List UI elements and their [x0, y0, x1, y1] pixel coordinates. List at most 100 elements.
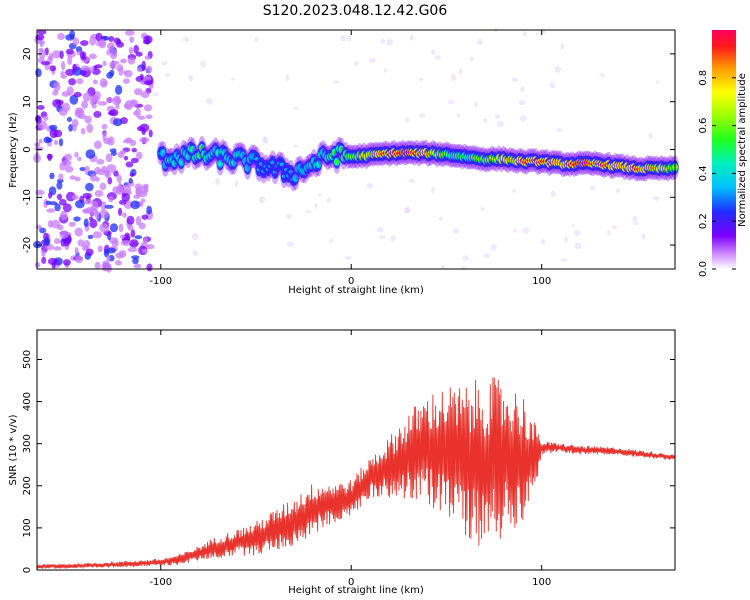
noise-blob — [161, 60, 168, 66]
noise-blob — [58, 173, 64, 181]
noise-blob — [145, 244, 155, 250]
noise-blob — [146, 263, 153, 272]
noise-blob — [405, 206, 410, 214]
noise-blob — [133, 194, 141, 199]
ridge-core — [331, 150, 337, 155]
x-tick-label: 0 — [348, 577, 354, 588]
noise-blob — [124, 30, 135, 36]
noise-blob — [119, 234, 126, 239]
noise-blob — [126, 215, 135, 225]
noise-blob — [72, 63, 77, 72]
noise-blob — [84, 115, 92, 124]
noise-blob — [188, 75, 194, 82]
noise-blob — [143, 185, 149, 193]
noise-blob — [89, 218, 98, 229]
noise-blob — [192, 250, 198, 257]
noise-blob — [71, 194, 79, 200]
colorbar-tick-label: 0.2 — [698, 213, 709, 229]
noise-blob — [51, 50, 62, 59]
noise-blob — [107, 110, 116, 116]
noise-blob — [648, 132, 653, 139]
noise-blob — [93, 140, 102, 150]
noise-blob — [96, 158, 105, 165]
noise-blob — [74, 199, 85, 209]
noise-blob — [43, 237, 51, 247]
noise-blob — [439, 216, 444, 221]
x-tick-label: -100 — [149, 276, 172, 287]
noise-blob — [431, 49, 436, 56]
noise-blob — [102, 60, 107, 67]
noise-blob — [496, 120, 504, 127]
noise-blob — [64, 165, 74, 173]
noise-blob — [47, 192, 53, 199]
noise-blob — [35, 189, 45, 196]
noise-blob — [574, 242, 582, 250]
noise-blob — [99, 182, 107, 191]
noise-blob — [105, 97, 114, 103]
noise-blob — [164, 72, 170, 78]
noise-blob — [64, 153, 73, 161]
noise-blob — [146, 65, 153, 74]
ridge-core — [185, 154, 191, 159]
noise-blob — [418, 77, 424, 82]
noise-blob — [79, 51, 85, 60]
noise-blob — [90, 97, 95, 106]
noise-blob — [589, 185, 596, 191]
snr-ylabel: SNR (10 * v/v) — [8, 414, 19, 485]
noise-blob — [109, 49, 118, 60]
noise-blob — [135, 186, 140, 197]
noise-blob — [129, 239, 139, 248]
noise-blob — [142, 237, 148, 244]
noise-blob — [652, 196, 660, 201]
noise-blob — [512, 189, 516, 193]
noise-blob — [142, 248, 148, 254]
noise-blob — [82, 92, 92, 102]
noise-blob — [52, 98, 62, 108]
noise-blob — [142, 39, 151, 45]
noise-blob — [109, 61, 117, 69]
noise-blob — [540, 239, 546, 245]
noise-blob — [104, 169, 111, 179]
noise-blob — [200, 60, 207, 68]
noise-blob — [99, 223, 110, 233]
noise-blob — [285, 74, 290, 82]
noise-blob — [366, 183, 373, 189]
noise-blob — [59, 198, 67, 206]
noise-blob — [408, 178, 415, 184]
noise-blob — [108, 36, 115, 42]
noise-blob — [292, 106, 299, 111]
noise-blob — [482, 118, 488, 123]
noise-blob — [139, 136, 150, 144]
noise-blob — [405, 117, 410, 123]
snr-y-ticks: 0 100 200 300 400 500 — [22, 350, 675, 573]
noise-blob — [106, 263, 112, 273]
y-tick-label: 0 — [22, 567, 33, 573]
noise-blob — [490, 244, 497, 251]
noise-blob — [522, 226, 530, 234]
y-tick-label: 100 — [22, 518, 33, 537]
y-tick-label: 0 — [22, 146, 33, 152]
noise-blob — [69, 175, 76, 180]
noise-blob — [293, 144, 298, 148]
noise-blob — [347, 35, 351, 42]
noise-blob — [87, 234, 94, 240]
noise-blob — [140, 91, 150, 99]
noise-blob — [345, 256, 352, 260]
noise-blob — [130, 229, 136, 238]
noise-blob — [44, 47, 49, 56]
noise-blob — [495, 114, 500, 119]
noise-blob — [560, 258, 568, 262]
noise-blob — [81, 100, 89, 110]
noise-blob — [616, 188, 620, 194]
noise-blob — [45, 137, 53, 143]
noise-blob — [144, 55, 151, 60]
noise-blob — [92, 231, 102, 239]
noise-blob — [99, 209, 109, 219]
ridge-core — [160, 151, 166, 155]
noise-blob — [259, 196, 266, 204]
noise-blob — [599, 73, 606, 77]
noise-blob — [59, 230, 69, 239]
noise-blob — [469, 56, 475, 62]
noise-blob — [121, 192, 130, 202]
